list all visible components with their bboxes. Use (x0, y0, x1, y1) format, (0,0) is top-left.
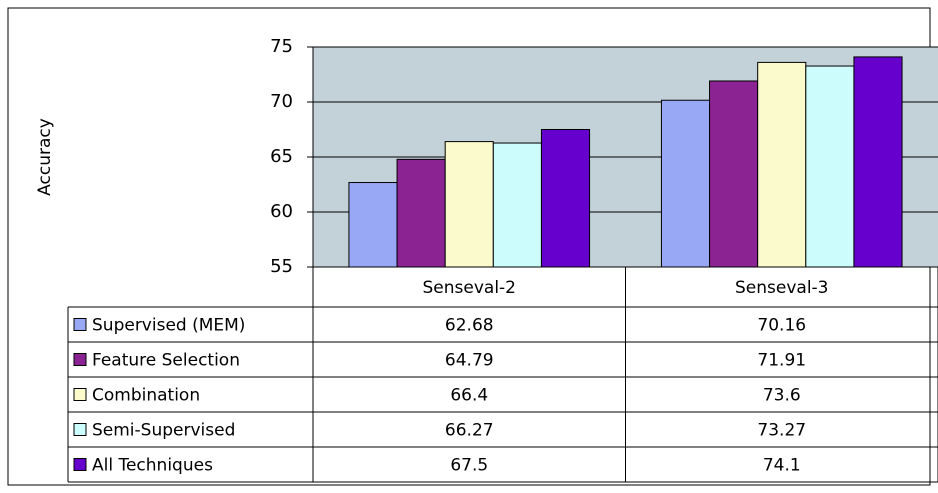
table-cell: 73.6 (763, 386, 801, 406)
y-tick-label: 55 (270, 256, 293, 277)
legend-swatch (73, 423, 87, 436)
x-tick-label: Senseval-3 (735, 278, 829, 298)
bar (757, 61, 807, 268)
bar (709, 80, 759, 268)
legend-label: All Techniques (92, 456, 213, 476)
y-axis-label: Accuracy (35, 118, 55, 196)
bar (444, 141, 494, 268)
bar (348, 182, 398, 268)
table-cell: 67.5 (450, 456, 488, 476)
table-cell: 64.79 (445, 351, 494, 371)
legend-label: Combination (92, 386, 200, 406)
y-tick-label: 60 (270, 201, 293, 222)
table-cell: 62.68 (445, 316, 494, 336)
table-cell: 66.4 (450, 386, 488, 406)
table-cell: 74.1 (763, 456, 801, 476)
y-tick-label: 75 (270, 36, 293, 57)
bar (540, 129, 591, 268)
y-tick-label: 70 (270, 91, 293, 112)
bar (396, 158, 446, 268)
table-cell: 70.16 (757, 316, 806, 336)
legend-swatch (73, 458, 87, 471)
legend-label: Semi-Supervised (92, 421, 235, 441)
legend-label: Supervised (MEM) (92, 316, 245, 336)
x-tick-label: Senseval-2 (423, 278, 517, 298)
table-cell: 73.27 (757, 421, 806, 441)
legend-swatch (73, 353, 87, 366)
bar (805, 65, 855, 268)
bar (660, 99, 711, 268)
table-cell: 71.91 (757, 351, 806, 371)
legend-label: Feature Selection (92, 351, 240, 371)
y-tick-label: 65 (270, 146, 293, 167)
table-cell: 66.27 (445, 421, 494, 441)
legend-swatch (73, 388, 87, 401)
bar (492, 142, 542, 268)
bar (853, 56, 903, 268)
legend-swatch (73, 318, 87, 331)
